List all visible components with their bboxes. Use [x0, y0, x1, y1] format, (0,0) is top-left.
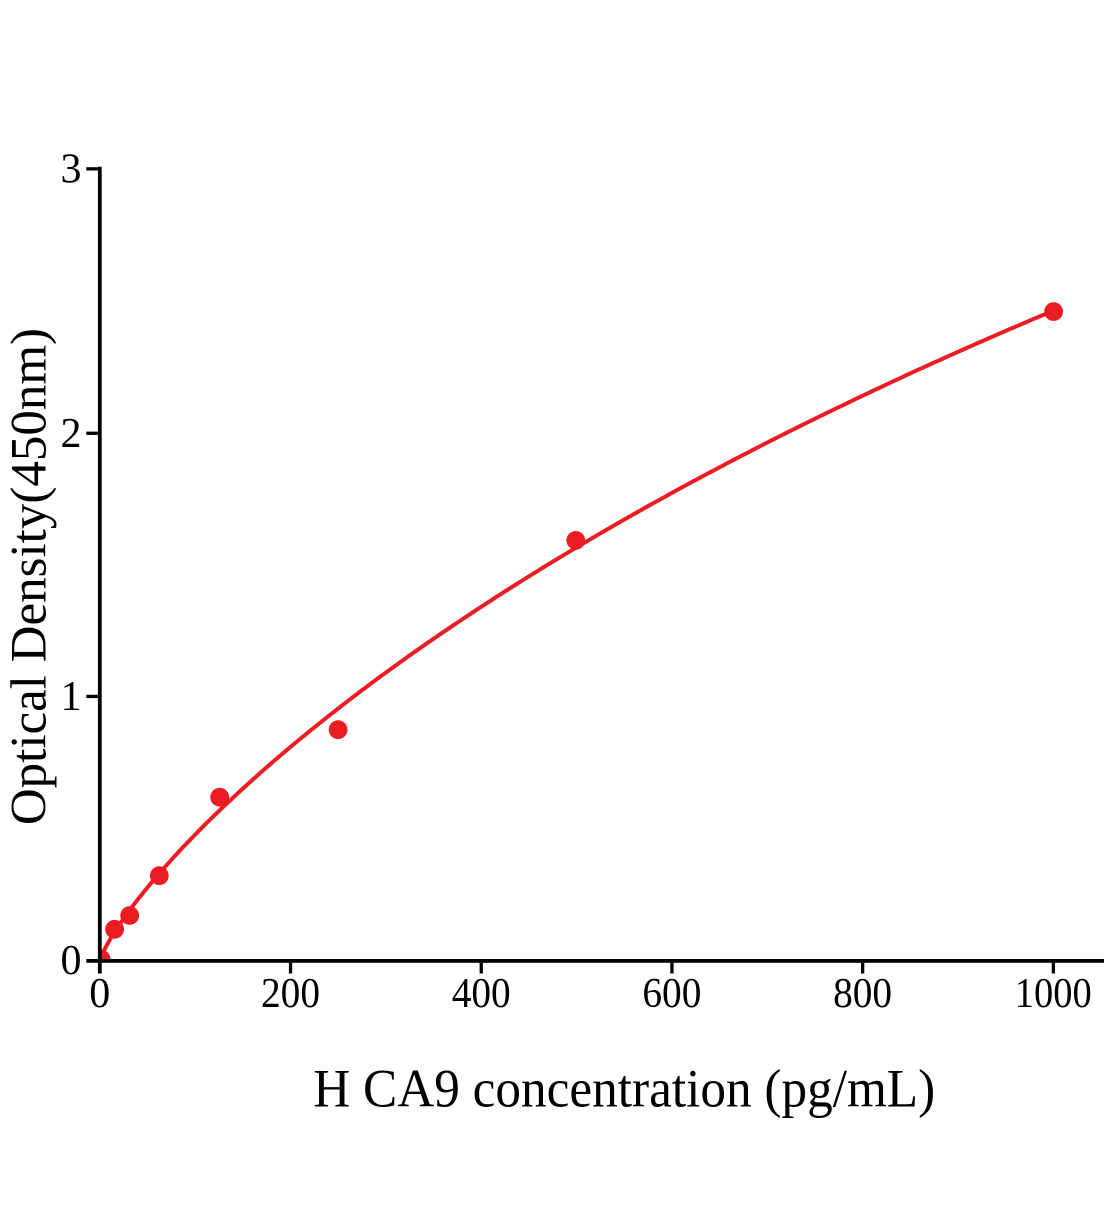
svg-text:400: 400: [452, 971, 511, 1017]
svg-text:200: 200: [261, 971, 320, 1017]
svg-text:Optical Density(450nm): Optical Density(450nm): [2, 328, 58, 825]
svg-text:1: 1: [61, 674, 82, 720]
svg-text:2: 2: [61, 411, 82, 457]
svg-text:600: 600: [642, 971, 701, 1017]
svg-text:3: 3: [61, 147, 82, 193]
svg-text:H CA9 concentration (pg/mL): H CA9 concentration (pg/mL): [313, 1058, 935, 1118]
svg-text:1000: 1000: [1015, 971, 1092, 1017]
svg-text:800: 800: [833, 971, 892, 1017]
svg-text:0: 0: [61, 938, 82, 984]
svg-text:0: 0: [89, 971, 110, 1017]
